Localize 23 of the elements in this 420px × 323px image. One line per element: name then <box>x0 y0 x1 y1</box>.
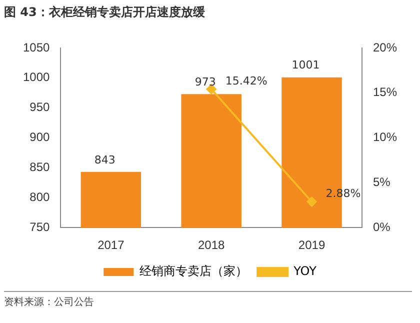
data-label: 973 <box>194 75 216 88</box>
text: 资料来源：公司公告 <box>4 291 412 309</box>
data-label: 1001 <box>292 58 320 72</box>
y2-tick-label: 15% <box>372 85 398 100</box>
y-tick-label: 1000 <box>22 70 50 84</box>
x-tick-label: 2017 <box>98 238 125 252</box>
y-tick-label: 950 <box>30 100 50 114</box>
y-tick-label: 1050 <box>22 40 50 54</box>
y2-tick-label: 5% <box>372 175 391 190</box>
x-tick-label: 2018 <box>198 238 226 252</box>
y2-tick-label: 20% <box>372 40 398 54</box>
y2-tick-label: 0% <box>372 220 391 234</box>
x-tick-label: 2019 <box>298 238 326 252</box>
y-tick-label: 800 <box>30 190 50 204</box>
y-tick-label: 850 <box>30 160 50 174</box>
data-label: 15.42% <box>225 74 268 88</box>
y-tick-label: 900 <box>30 130 50 144</box>
data-label: 843 <box>94 153 116 166</box>
chart-title: 图 43：衣柜经销专卖店开店速度放缓 <box>4 4 205 21</box>
y-tick-label: 750 <box>30 220 50 234</box>
y2-tick-label: 10% <box>372 130 398 144</box>
legend-label: 经销商专卖店（家） <box>140 264 248 278</box>
legend-label: YOY <box>292 264 318 278</box>
